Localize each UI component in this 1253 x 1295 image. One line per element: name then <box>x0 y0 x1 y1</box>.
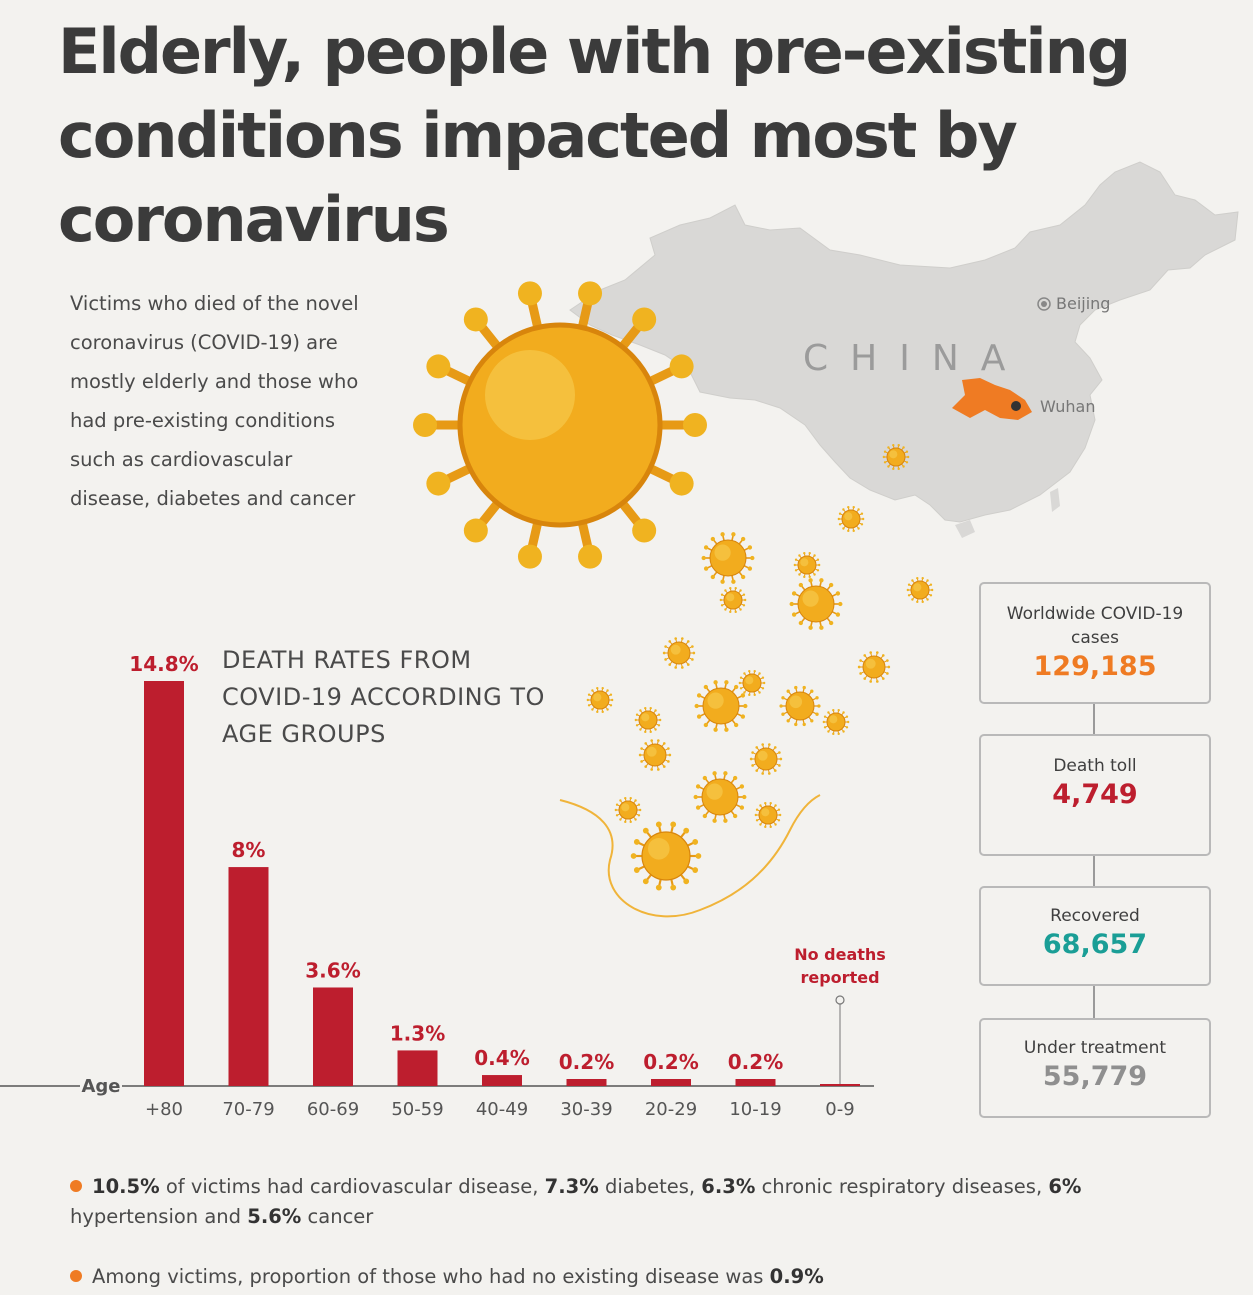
no-deaths-note: reported <box>800 968 879 987</box>
note-fragment: of victims had cardiovascular disease, <box>159 1175 545 1198</box>
connector-line <box>1093 982 1095 1018</box>
virus-icon <box>837 505 865 533</box>
tick-label: 40-49 <box>476 1099 528 1120</box>
tick-label: 70-79 <box>222 1099 274 1120</box>
stat-label: Worldwide COVID-19 cases <box>1006 604 1184 648</box>
tick-label: 0-9 <box>825 1099 854 1120</box>
virus-icon <box>882 443 910 471</box>
note-comorbidities: 10.5% of victims had cardiovascular dise… <box>70 1172 1190 1232</box>
stat-value: 55,779 <box>1042 1061 1148 1092</box>
stat-value: 4,749 <box>1052 779 1138 810</box>
virus-icon <box>793 551 821 579</box>
stat-label: Death toll <box>1053 756 1137 776</box>
note-fragment: 5.6% <box>247 1205 302 1228</box>
tick-label: 50-59 <box>391 1099 443 1120</box>
tick-label: 60-69 <box>307 1099 359 1120</box>
bar-value-label: 1.3% <box>390 1021 445 1045</box>
bar <box>144 681 184 1086</box>
virus-icon <box>413 281 707 569</box>
bar <box>228 867 269 1086</box>
bar-value-label: 0.2% <box>559 1050 614 1074</box>
connector-line <box>1093 852 1095 888</box>
tick-label: 20-29 <box>645 1099 697 1120</box>
note-no-disease: Among victims, proportion of those who h… <box>70 1262 1190 1292</box>
wuhan-dot <box>1011 401 1021 411</box>
virus-icon <box>719 586 747 614</box>
bar <box>482 1075 522 1086</box>
chart-heading: DEATH RATES FROM COVID-19 ACCORDING TO A… <box>222 646 545 748</box>
bar <box>566 1079 607 1086</box>
note-fragment: 10.5% <box>92 1175 160 1198</box>
bar <box>397 1050 438 1086</box>
bar-value-label: 0.2% <box>728 1050 783 1074</box>
callout-dot <box>835 995 845 1005</box>
stat-label: Under treatment <box>1023 1038 1167 1058</box>
note-fragment: hypertension and <box>70 1205 248 1228</box>
note-fragment: 6% <box>1048 1175 1082 1198</box>
tick-label: 10-19 <box>729 1099 781 1120</box>
beijing-marker <box>1037 297 1051 311</box>
stat-value: 129,185 <box>1033 651 1157 682</box>
page-title: Elderly, people with pre-existing condit… <box>58 15 1131 256</box>
stat-deaths: Death toll 4,749 <box>979 734 1211 856</box>
wuhan-label: Wuhan <box>1040 397 1096 416</box>
bar <box>313 987 353 1086</box>
bar-value-label: 14.8% <box>129 652 198 676</box>
stat-label: Recovered <box>1050 906 1140 926</box>
note-fragment: Among victims, proportion of those who h… <box>92 1265 770 1288</box>
virus-icon <box>906 576 934 604</box>
hubei-province-shape <box>952 378 1032 420</box>
bar <box>651 1079 691 1086</box>
note-fragment: 0.9% <box>769 1265 824 1288</box>
note-fragment: chronic respiratory diseases, <box>755 1175 1049 1198</box>
stat-cases: Worldwide COVID-19 cases 129,185 <box>979 582 1211 704</box>
taiwan-shape <box>1050 488 1060 512</box>
bullet-dot <box>70 1270 82 1282</box>
bar-value-label: 0.2% <box>643 1050 698 1074</box>
x-axis-label: Age <box>81 1076 120 1097</box>
intro-text: Victims who died of the novel coronaviru… <box>70 292 359 510</box>
hainan-shape <box>955 520 975 538</box>
connector-line <box>1093 700 1095 736</box>
stat-value: 68,657 <box>1042 929 1148 960</box>
tick-label: 30-39 <box>560 1099 612 1120</box>
tick-label: +80 <box>145 1099 183 1120</box>
note-fragment: 7.3% <box>544 1175 599 1198</box>
no-deaths-note: No deaths <box>794 945 886 964</box>
beijing-label: Beijing <box>1056 294 1111 313</box>
death-rate-chart: Age 14.8% +80 8% 70-79 3.6% 60-69 1.3% 50-59 0.4%… <box>0 652 886 1120</box>
bar-value-label: 3.6% <box>305 958 360 982</box>
bar-value-label: 0.4% <box>474 1046 529 1070</box>
stat-recovered: Recovered 68,657 <box>979 886 1211 986</box>
china-label: CHINA <box>803 338 1028 379</box>
stat-under-treatment: Under treatment 55,779 <box>979 1018 1211 1118</box>
note-fragment: cancer <box>301 1205 374 1228</box>
virus-icon <box>701 532 755 584</box>
note-fragment: diabetes, <box>598 1175 702 1198</box>
bullet-dot <box>70 1180 82 1192</box>
bar-value-label: 8% <box>232 838 266 862</box>
note-fragment: 6.3% <box>701 1175 756 1198</box>
bar <box>735 1079 776 1086</box>
